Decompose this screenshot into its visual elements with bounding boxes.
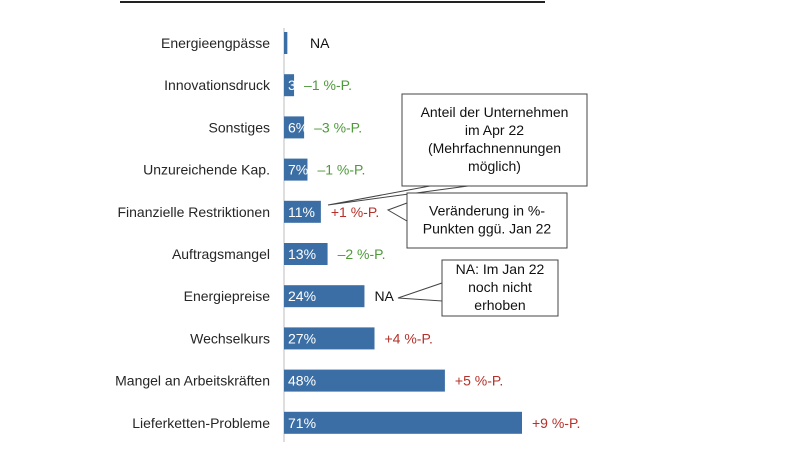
change-label: –3 %-P. bbox=[314, 119, 362, 135]
category-label: Mangel an Arbeitskräften bbox=[115, 373, 270, 389]
callout-share-text: im Apr 22 bbox=[465, 122, 524, 138]
bar bbox=[284, 32, 288, 54]
bar bbox=[284, 369, 445, 392]
category-label: Wechselkurs bbox=[190, 330, 270, 346]
bar bbox=[284, 158, 308, 181]
category-label: Energieengpässe bbox=[161, 35, 270, 51]
callout-share-text: (Mehrfachnennungen bbox=[428, 140, 561, 156]
bar bbox=[284, 116, 305, 139]
category-label: Sonstiges bbox=[209, 119, 270, 135]
change-label: +9 %-P. bbox=[532, 415, 580, 431]
category-label: Lieferketten-Probleme bbox=[132, 415, 270, 431]
value-label: 11% bbox=[288, 204, 315, 220]
change-label: –1 %-P. bbox=[304, 77, 352, 93]
value-label: 7% bbox=[288, 162, 308, 178]
value-label: 48% bbox=[288, 373, 316, 389]
callout-change-pointer bbox=[386, 202, 408, 222]
callout-na-pointer bbox=[397, 282, 443, 302]
callout-change-text: Punkten ggü. Jan 22 bbox=[423, 221, 552, 237]
change-label: NA bbox=[374, 288, 394, 304]
category-label: Unzureichende Kap. bbox=[143, 162, 270, 178]
category-label: Auftragsmangel bbox=[172, 246, 270, 262]
callout-na-box bbox=[441, 259, 559, 317]
category-label: Innovationsdruck bbox=[164, 77, 271, 93]
bar bbox=[284, 411, 522, 434]
callout-na-text: noch nicht bbox=[468, 279, 532, 295]
value-label: 71% bbox=[288, 415, 316, 431]
category-label: Finanzielle Restriktionen bbox=[117, 204, 270, 220]
bar bbox=[284, 327, 375, 350]
callout-change-box bbox=[406, 192, 568, 249]
change-label: +5 %-P. bbox=[455, 373, 503, 389]
value-label: 1% bbox=[288, 35, 308, 51]
change-label: NA bbox=[310, 35, 330, 51]
callout-na-text: NA: Im Jan 22 bbox=[456, 261, 545, 277]
callout-share-box bbox=[401, 93, 588, 187]
bar bbox=[284, 285, 365, 308]
callout-change-text: Veränderung in %- bbox=[429, 203, 545, 219]
value-label: 6% bbox=[288, 119, 308, 135]
category-label: Energiepreise bbox=[184, 288, 271, 304]
bar bbox=[284, 200, 321, 223]
callout-share-text: möglich) bbox=[468, 158, 521, 174]
bar bbox=[284, 243, 328, 265]
change-label: –2 %-P. bbox=[338, 246, 386, 262]
callout-share-text: Anteil der Unternehmen bbox=[421, 104, 569, 120]
value-label: 27% bbox=[288, 330, 316, 346]
callout-na-text: erhoben bbox=[474, 297, 525, 313]
change-label: +1 %-P. bbox=[331, 204, 379, 220]
change-label: +4 %-P. bbox=[385, 330, 433, 346]
change-label: –1 %-P. bbox=[317, 162, 365, 178]
value-label: 13% bbox=[288, 246, 316, 262]
bar bbox=[284, 74, 295, 97]
value-label: 24% bbox=[288, 288, 316, 304]
value-label: 3 bbox=[288, 77, 296, 93]
